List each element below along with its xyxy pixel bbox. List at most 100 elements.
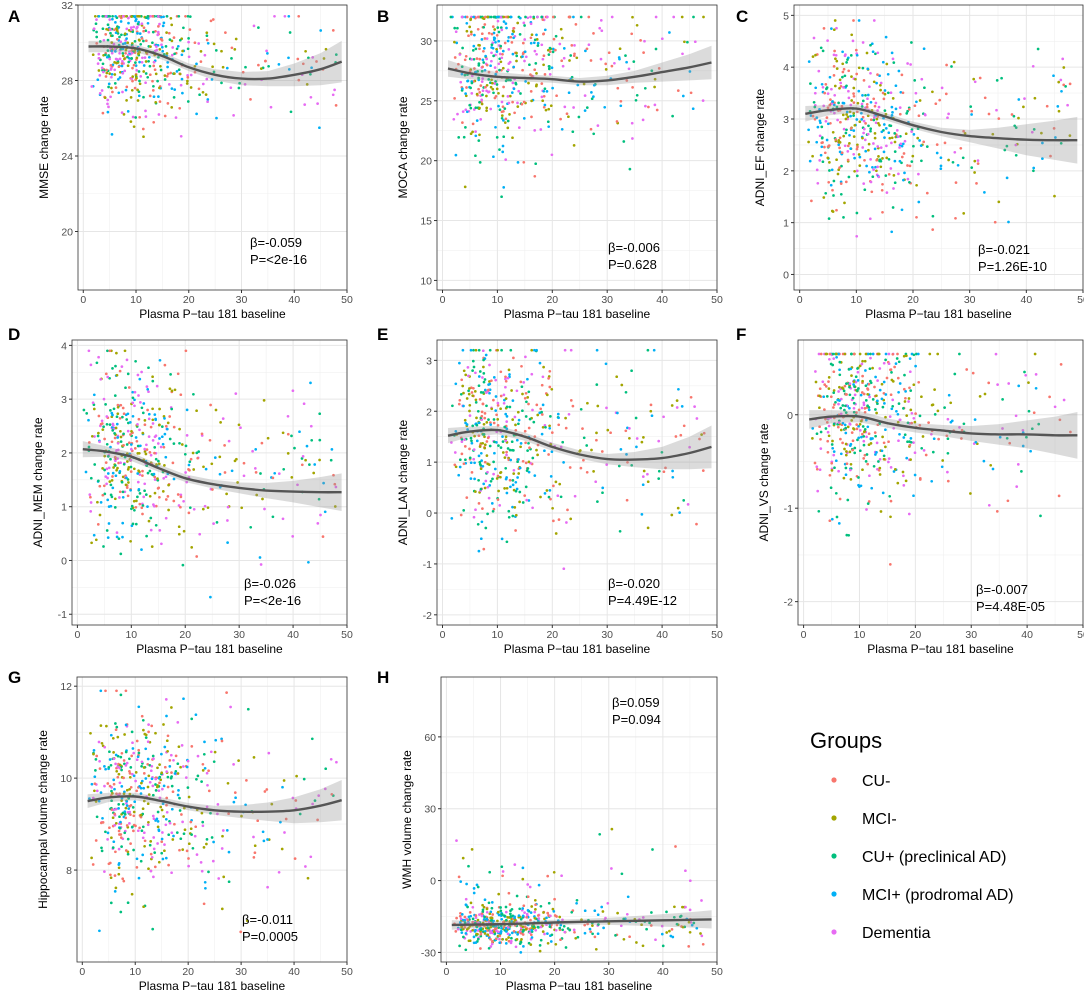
scatter-point: [464, 897, 468, 901]
x-tick-label: 40: [288, 294, 300, 306]
scatter-point: [885, 144, 888, 148]
scatter-point: [585, 444, 589, 447]
scatter-point: [158, 529, 162, 532]
x-tick-label: 50: [711, 966, 723, 978]
scatter-point: [872, 19, 876, 22]
scatter-point: [479, 84, 483, 87]
scatter-point: [181, 49, 184, 53]
scatter-point: [99, 501, 103, 504]
scatter-point: [472, 891, 476, 895]
scatter-point: [206, 98, 210, 101]
scatter-point: [858, 155, 862, 159]
scatter-point: [462, 391, 465, 395]
scatter-point: [242, 474, 246, 478]
scatter-point: [126, 494, 130, 498]
scatter-point: [869, 158, 872, 161]
scatter-point: [138, 60, 141, 64]
scatter-point: [1041, 157, 1044, 160]
scatter-point: [458, 458, 462, 462]
scatter-point: [143, 419, 147, 422]
scatter-point: [498, 57, 502, 61]
scatter-point: [827, 380, 830, 383]
scatter-point: [175, 70, 179, 73]
scatter-point: [641, 483, 645, 487]
scatter-point: [104, 403, 107, 406]
scatter-point: [548, 50, 552, 54]
scatter-point: [893, 181, 897, 185]
scatter-point: [114, 459, 117, 463]
scatter-point: [124, 51, 127, 55]
scatter-point: [630, 121, 634, 125]
scatter-point: [861, 41, 865, 44]
scatter-point: [834, 352, 838, 356]
scatter-point: [462, 509, 466, 512]
scatter-point: [498, 934, 502, 938]
scatter-point: [298, 812, 302, 816]
scatter-point: [965, 368, 969, 371]
scatter-point: [833, 84, 837, 88]
scatter-point: [869, 43, 872, 47]
x-tick-label: 0: [801, 629, 807, 641]
scatter-point: [504, 15, 508, 19]
scatter-point: [835, 67, 839, 70]
scatter-point: [230, 46, 234, 50]
scatter-point: [209, 750, 213, 754]
scatter-point: [118, 57, 122, 61]
scatter-point: [533, 129, 537, 132]
scatter-point: [509, 35, 513, 39]
scatter-point: [653, 103, 657, 107]
x-axis-title: Plasma P−tau 181 baseline: [136, 642, 283, 656]
scatter-point: [153, 413, 157, 416]
scatter-point: [152, 875, 155, 879]
scatter-point: [167, 83, 171, 86]
scatter-point: [547, 65, 551, 68]
scatter-point: [176, 372, 180, 376]
scatter-point: [844, 411, 848, 414]
beta-label: β=-0.021: [978, 242, 1030, 257]
scatter-point: [170, 106, 174, 109]
scatter-point: [596, 500, 599, 503]
scatter-point: [313, 799, 317, 802]
scatter-point: [125, 788, 129, 792]
scatter-point: [183, 452, 187, 456]
x-axis-title: Plasma P−tau 181 baseline: [506, 979, 653, 993]
scatter-point: [863, 359, 867, 363]
scatter-point: [204, 93, 208, 96]
scatter-point: [142, 905, 145, 909]
x-tick-label: 30: [965, 629, 977, 641]
scatter-point: [334, 485, 338, 489]
scatter-point: [848, 444, 852, 447]
scatter-point: [454, 465, 458, 469]
scatter-point: [536, 443, 540, 447]
scatter-point: [628, 427, 631, 430]
scatter-point: [1030, 427, 1034, 431]
scatter-point: [481, 16, 485, 20]
scatter-point: [912, 383, 916, 387]
scatter-point: [162, 52, 166, 56]
scatter-point: [483, 412, 487, 415]
scatter-point: [115, 16, 119, 20]
scatter-point: [460, 65, 464, 69]
scatter-point: [323, 510, 327, 514]
x-tick-label: 0: [797, 294, 803, 306]
scatter-point: [455, 916, 458, 920]
scatter-point: [286, 432, 290, 436]
scatter-point: [146, 762, 150, 766]
scatter-point: [138, 826, 141, 830]
scatter-point: [549, 475, 553, 478]
scatter-point: [863, 407, 867, 410]
scatter-point: [150, 724, 154, 728]
scatter-point: [815, 116, 819, 119]
scatter-point: [592, 95, 595, 98]
scatter-point: [153, 865, 157, 869]
scatter-point: [471, 917, 475, 921]
scatter-point: [473, 67, 476, 70]
scatter-point: [505, 486, 509, 490]
scatter-point: [237, 86, 241, 90]
x-tick-label: 50: [341, 966, 353, 978]
scatter-point: [880, 382, 884, 386]
scatter-point: [626, 895, 630, 899]
scatter-point: [889, 368, 892, 372]
scatter-point: [823, 151, 827, 155]
scatter-point: [469, 18, 472, 22]
